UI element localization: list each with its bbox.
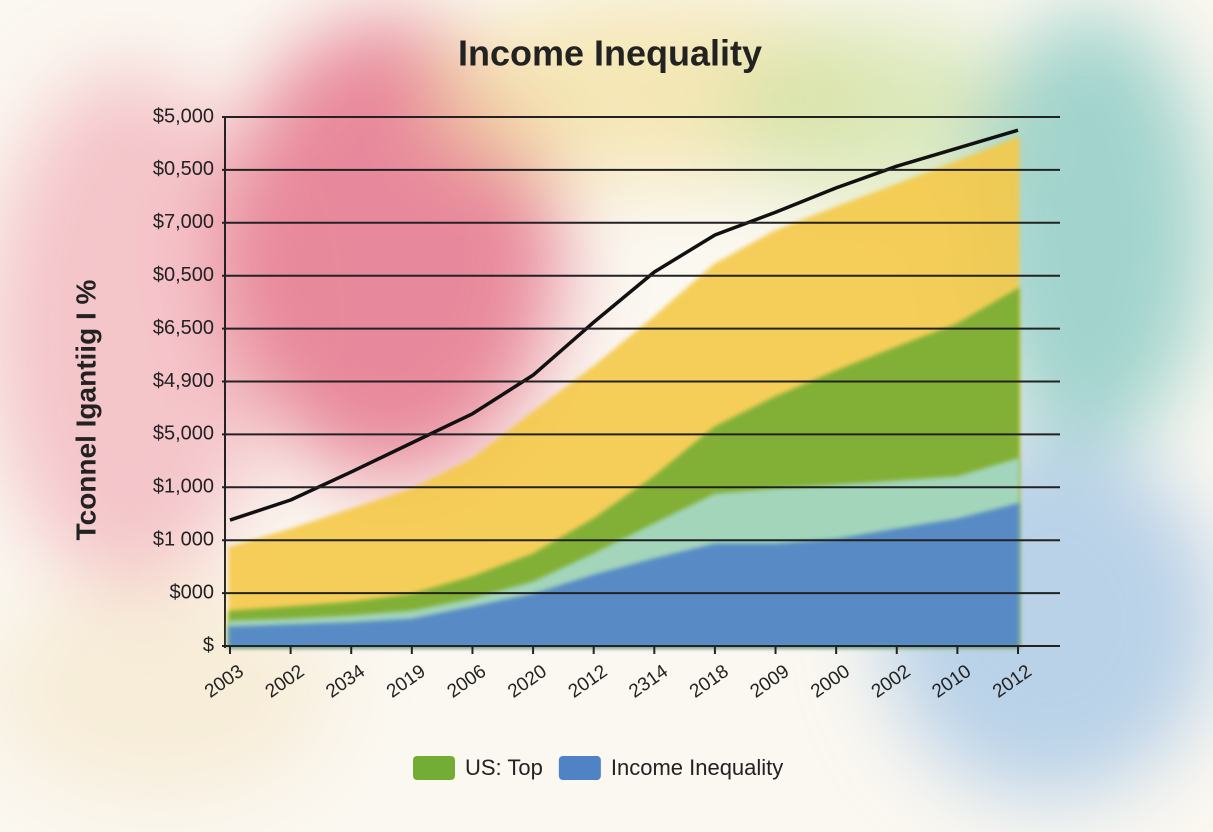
plot-area	[228, 128, 1020, 648]
y-tick-label: $1 000	[153, 528, 214, 550]
y-axis-label: Tconnel Igantiig I %	[70, 279, 101, 540]
y-tick-label: $1,000	[153, 476, 214, 498]
y-tick-label: $0,500	[153, 264, 214, 286]
x-tick-label: 2009	[747, 661, 794, 702]
x-tick-label: 2020	[504, 661, 551, 702]
y-tick-label: $7,000	[153, 211, 214, 233]
y-tick-label: $0,500	[153, 158, 214, 180]
y-tick-label: $5,000	[153, 105, 214, 127]
x-tick-label: 2000	[807, 661, 854, 702]
legend: US: Top Income Inequality	[413, 755, 783, 780]
y-tick-label: $6,500	[153, 317, 214, 339]
x-tick-label: 2012	[565, 661, 612, 702]
legend-label: US: Top	[465, 755, 543, 780]
y-tick-label: $5,000	[153, 423, 214, 445]
legend-label: Income Inequality	[611, 755, 783, 780]
area	[228, 502, 1020, 648]
y-tick-label: $4,900	[153, 370, 214, 392]
y-tick-label: $000	[170, 581, 215, 603]
legend-swatch	[413, 756, 455, 780]
watercolor-background	[0, 0, 1213, 800]
x-tick-label: 2034	[322, 661, 369, 703]
x-tick-label: 2006	[444, 661, 491, 702]
y-tick-label: $	[203, 634, 214, 656]
x-tick-label: 2314	[625, 661, 672, 703]
chart-title: Income Inequality	[458, 33, 762, 74]
legend-swatch	[558, 756, 601, 780]
x-tick-label: 2019	[383, 661, 430, 702]
x-tick-label: 2018	[686, 661, 733, 702]
